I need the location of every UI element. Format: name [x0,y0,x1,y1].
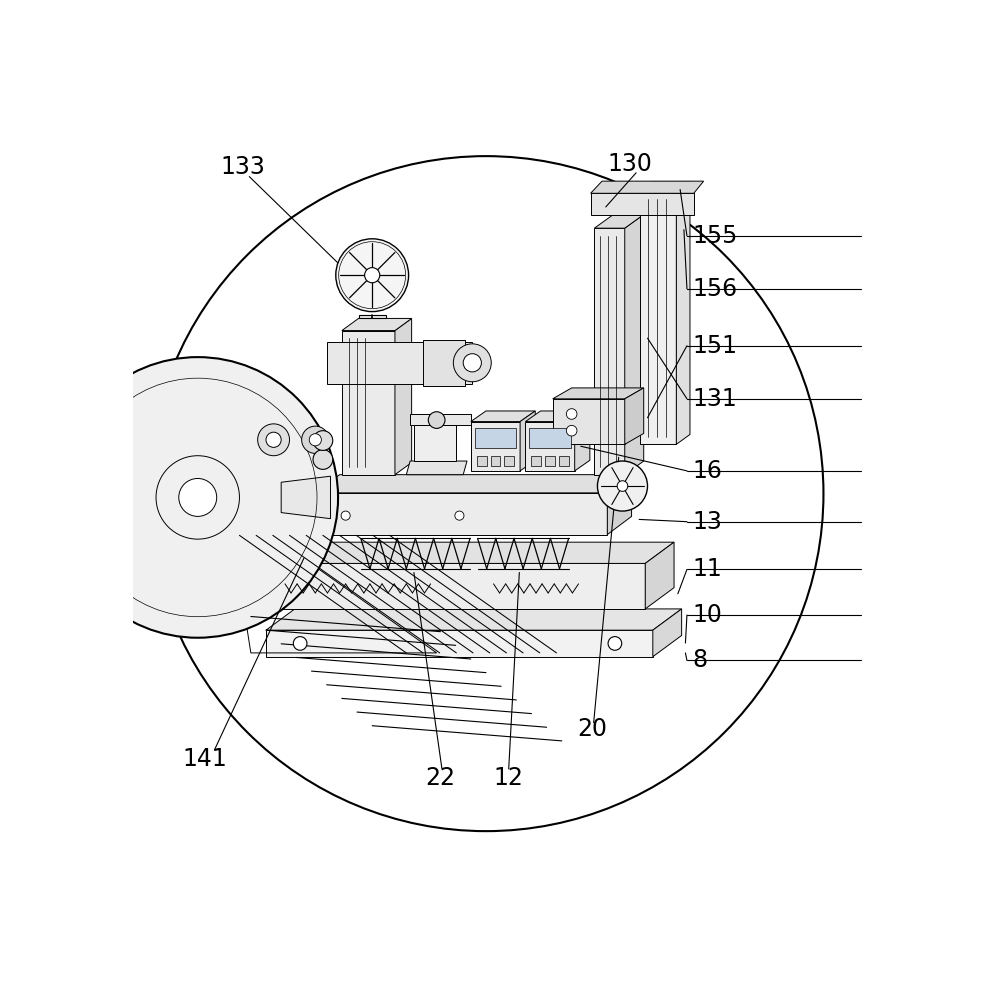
Polygon shape [423,340,465,385]
Circle shape [428,412,445,428]
Text: 22: 22 [425,766,455,790]
Text: 12: 12 [494,766,523,790]
Polygon shape [315,475,632,492]
Polygon shape [274,563,645,609]
Polygon shape [553,399,625,444]
Circle shape [608,636,622,650]
Polygon shape [545,456,555,466]
Polygon shape [653,609,682,657]
Circle shape [313,449,333,470]
Polygon shape [475,427,516,448]
Text: 8: 8 [692,648,707,673]
Circle shape [336,238,409,311]
Text: 130: 130 [607,152,652,175]
Polygon shape [531,456,541,466]
Text: 156: 156 [692,277,737,300]
Polygon shape [529,427,571,448]
Polygon shape [625,388,644,444]
Text: 155: 155 [692,224,738,248]
Circle shape [365,268,380,283]
Circle shape [453,344,491,382]
Polygon shape [607,475,632,535]
Circle shape [341,511,350,520]
Circle shape [266,432,281,447]
Circle shape [302,427,329,453]
Polygon shape [342,318,412,331]
Polygon shape [525,411,590,422]
Polygon shape [640,192,676,444]
Text: 151: 151 [692,334,737,358]
Polygon shape [625,215,644,475]
Text: 11: 11 [692,558,722,581]
Polygon shape [274,424,312,456]
Circle shape [293,636,307,650]
Polygon shape [414,426,456,461]
Polygon shape [406,461,467,475]
Polygon shape [315,492,607,535]
Circle shape [597,461,648,511]
Circle shape [617,481,628,492]
Polygon shape [274,542,674,563]
Text: 16: 16 [692,459,722,483]
Polygon shape [640,182,690,192]
Polygon shape [559,456,569,466]
Circle shape [309,433,321,446]
Text: 133: 133 [220,156,265,179]
Polygon shape [553,388,644,399]
Text: 131: 131 [692,387,737,411]
Polygon shape [591,181,704,193]
Polygon shape [471,422,520,471]
Circle shape [258,424,290,456]
Circle shape [313,430,333,450]
Circle shape [463,354,481,372]
Circle shape [57,358,338,637]
Polygon shape [525,422,575,471]
Circle shape [179,479,217,516]
Polygon shape [645,542,674,609]
Polygon shape [575,411,590,471]
Polygon shape [491,456,500,466]
Circle shape [148,156,823,831]
Polygon shape [266,630,653,657]
Polygon shape [410,414,471,426]
Polygon shape [281,476,330,519]
Text: 13: 13 [692,509,722,534]
Text: 20: 20 [577,717,607,741]
Circle shape [566,409,577,420]
Text: 10: 10 [692,603,722,627]
Polygon shape [327,342,472,383]
Polygon shape [471,411,535,422]
Polygon shape [594,229,625,475]
Polygon shape [504,456,514,466]
Polygon shape [342,331,395,475]
Polygon shape [395,318,412,475]
Polygon shape [676,182,690,444]
Polygon shape [520,411,535,471]
Polygon shape [591,193,694,215]
Polygon shape [594,215,644,229]
Circle shape [455,511,464,520]
Text: 141: 141 [183,747,227,771]
Polygon shape [359,315,386,318]
Polygon shape [477,456,487,466]
Circle shape [566,426,577,436]
Polygon shape [266,609,682,630]
